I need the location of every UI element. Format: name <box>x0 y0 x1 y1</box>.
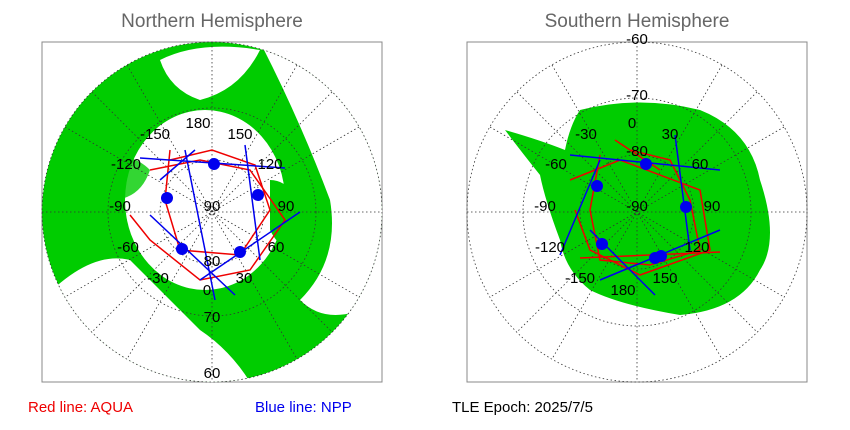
grid-label: -90 <box>109 198 131 215</box>
grid-label: -120 <box>535 239 565 256</box>
panel-title: Northern Hemisphere <box>121 11 303 32</box>
grid-label: -150 <box>565 270 595 287</box>
grid-label: 0 <box>203 282 211 299</box>
tle-epoch: TLE Epoch: 2025/7/5 <box>452 399 593 416</box>
grid-label: 150 <box>652 270 677 287</box>
south-map <box>466 41 808 383</box>
grid-label: -30 <box>147 270 169 287</box>
grid-label: -90 <box>534 198 556 215</box>
grid-label: -120 <box>111 156 141 173</box>
grid-label: -60 <box>545 156 567 173</box>
grid-label: 180 <box>610 282 635 299</box>
grid-label: -150 <box>140 126 170 143</box>
grid-label: -60 <box>626 31 648 48</box>
legend-blue: Blue line: NPP <box>255 399 352 416</box>
grid-label: 90 <box>278 198 295 215</box>
grid-label: 30 <box>662 126 679 143</box>
grid-label: 120 <box>684 239 709 256</box>
grid-label: -90 <box>626 198 648 215</box>
grid-label: 60 <box>692 156 709 173</box>
grid-label: -30 <box>575 126 597 143</box>
grid-label: 60 <box>204 365 221 382</box>
grid-label: 90 <box>704 198 721 215</box>
grid-label: 80 <box>204 253 221 270</box>
grid-label: 70 <box>204 309 221 326</box>
grid-label: -60 <box>117 239 139 256</box>
legend-red: Red line: AQUA <box>28 399 133 416</box>
grid-label: 90 <box>204 198 221 215</box>
panel-title: Southern Hemisphere <box>545 11 730 32</box>
grid-label: 120 <box>257 156 282 173</box>
grid-label: -80 <box>626 143 648 160</box>
grid-label: 150 <box>227 126 252 143</box>
grid-label: 30 <box>236 270 253 287</box>
grid-label: -70 <box>626 87 648 104</box>
grid-label: 60 <box>268 239 285 256</box>
grid-label: 180 <box>185 115 210 132</box>
grid-label: 0 <box>628 115 636 132</box>
